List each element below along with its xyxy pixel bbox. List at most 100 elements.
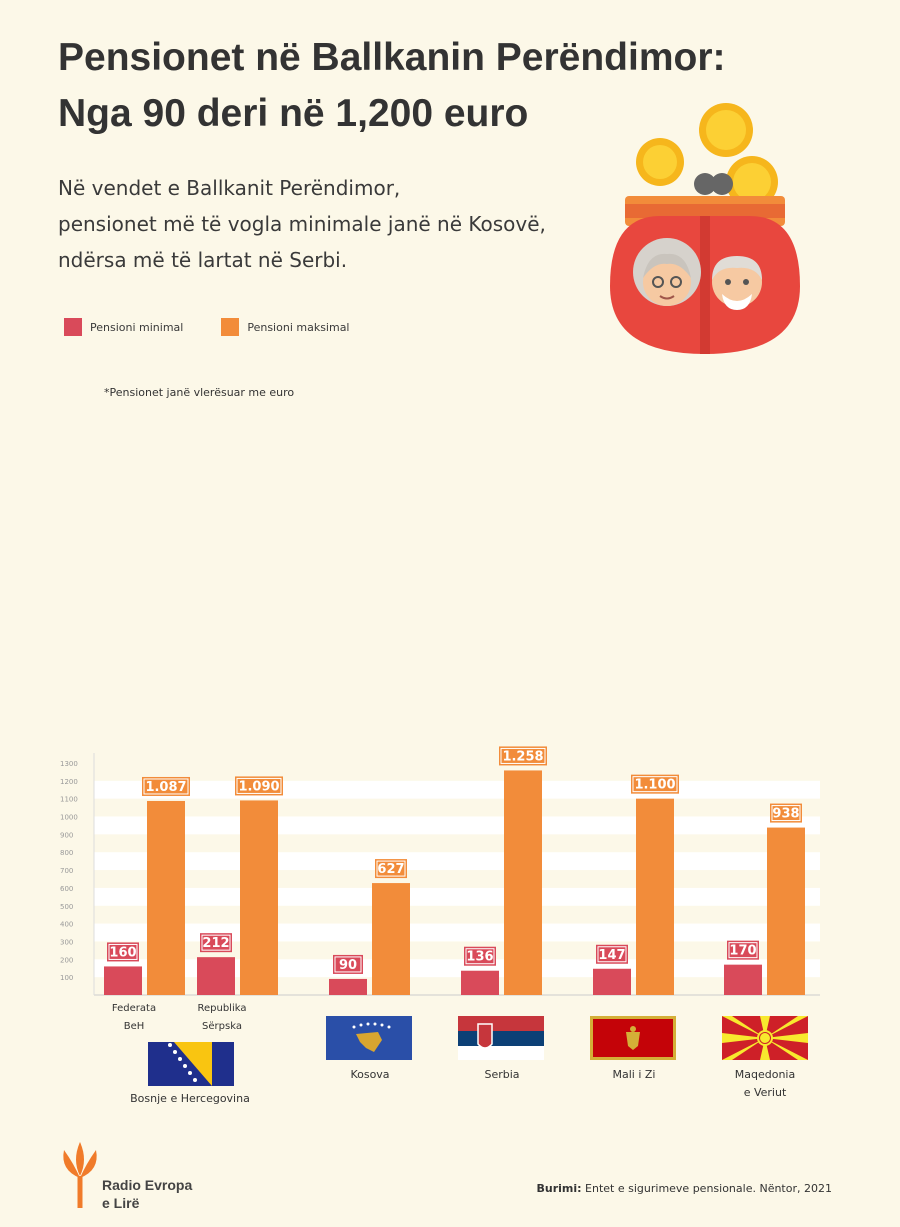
data-label-maksimal-0: 1.087	[145, 780, 186, 795]
data-label-bg-maksimal-2	[375, 859, 407, 879]
source-credit: Burimi: Entet e sigurimeve pensionale. N…	[537, 1182, 833, 1195]
bar-maksimal-2	[372, 883, 410, 995]
serbia-flag	[458, 1016, 544, 1060]
bar-maksimal-4	[636, 798, 674, 995]
y-tick-label-7: 800	[60, 849, 73, 857]
data-label-bg-minimal-1	[200, 933, 232, 953]
data-label-maksimal-4: 1.100	[634, 778, 675, 793]
bar-maksimal-3	[504, 770, 542, 995]
group-label-maqedonia-line1: Maqedonia	[734, 1068, 796, 1081]
group-label-bosnia: Bosnje e Hercegovina	[130, 1092, 250, 1105]
title-line-1: Pensionet në Ballkanin Perëndimor:	[58, 36, 726, 79]
logo-text-line1: Radio Evropa	[102, 1177, 193, 1193]
sub-label-federata-line1: Federata	[111, 1003, 157, 1014]
y-tick-label-3: 400	[60, 921, 73, 929]
group-label-maqedonia-line2: e Veriut	[743, 1086, 787, 1099]
y-tick-label-1: 200	[60, 956, 73, 964]
wallet-icon	[610, 103, 800, 354]
bar-maksimal-5	[767, 827, 805, 995]
sub-label-republika-line1: Republika	[197, 1003, 247, 1014]
bar-minimal-1	[197, 957, 235, 995]
grid-band	[94, 816, 820, 835]
legend-label-minimal: Pensioni minimal	[90, 320, 184, 334]
title-line-2: Nga 90 deri në 1,200 euro	[58, 92, 529, 135]
data-label-bg-maksimal-1	[235, 776, 283, 796]
data-label-minimal-0: 160	[109, 945, 136, 960]
grid-band	[94, 852, 820, 871]
data-label-bg-minimal-0	[107, 942, 139, 962]
kosovo-flag	[326, 1016, 412, 1060]
subtitle-line-2: pensionet më të vogla minimale janë në K…	[58, 212, 546, 236]
data-label-border-minimal-4	[597, 946, 627, 963]
data-label-border-minimal-2	[334, 956, 362, 973]
bosnia-flag	[148, 1042, 234, 1086]
subtitle-line-3: ndërsa më të lartat në Serbi.	[58, 248, 348, 272]
data-label-bg-maksimal-3	[499, 746, 547, 766]
rfe-logo-icon	[63, 1142, 97, 1208]
data-label-border-minimal-5	[728, 942, 758, 959]
data-label-bg-minimal-4	[596, 944, 628, 964]
data-label-minimal-1: 212	[202, 936, 229, 951]
data-label-minimal-5: 170	[729, 944, 756, 959]
chart-note: *Pensionet janë vlerësuar me euro	[104, 386, 295, 399]
group-label-serbia: Serbia	[484, 1068, 520, 1081]
y-tick-label-8: 900	[60, 831, 73, 839]
data-label-border-maksimal-4	[632, 776, 678, 793]
sub-label-federata: Federata BeH	[104, 1000, 164, 1036]
legend-label-maksimal: Pensioni maksimal	[247, 320, 350, 334]
data-label-border-maksimal-2	[376, 860, 406, 877]
y-tick-label-5: 600	[60, 885, 73, 893]
data-label-bg-maksimal-4	[631, 774, 679, 794]
chart-legend: Pensioni minimal Pensioni maksimal	[64, 316, 388, 338]
y-tick-label-0: 100	[60, 974, 73, 982]
bar-minimal-2	[329, 978, 367, 995]
north-macedonia-flag	[722, 1016, 808, 1060]
montenegro-flag	[590, 1016, 676, 1060]
data-label-maksimal-3: 1.258	[502, 749, 543, 764]
data-label-maksimal-5: 938	[772, 807, 799, 822]
group-label-mali: Mali i Zi	[612, 1068, 656, 1081]
logo-text-line2: e Lirë	[102, 1195, 140, 1211]
y-tick-label-4: 500	[60, 903, 73, 911]
sub-label-republika-line2: Sërpska	[202, 1021, 242, 1032]
y-tick-label-12: 1300	[60, 760, 78, 768]
data-label-bg-minimal-3	[464, 946, 496, 966]
y-tick-label-11: 1200	[60, 778, 78, 786]
data-label-border-maksimal-3	[500, 747, 546, 764]
data-label-bg-maksimal-0	[142, 776, 190, 796]
bar-maksimal-0	[147, 800, 185, 995]
data-label-border-minimal-1	[201, 934, 231, 951]
source-text: Entet e sigurimeve pensionale. Nëntor, 2…	[581, 1182, 832, 1195]
rfe-logo: Radio Evropa e Lirë	[60, 1140, 240, 1211]
legend-swatch-maksimal	[221, 318, 240, 336]
data-label-minimal-2: 90	[339, 958, 357, 973]
sub-label-federata-line2: BeH	[123, 1021, 145, 1032]
data-label-border-minimal-3	[465, 948, 495, 965]
bar-minimal-4	[593, 968, 631, 995]
bar-minimal-5	[724, 964, 762, 995]
page-title: Pensionet në Ballkanin Perëndimor: Nga 9…	[58, 30, 858, 142]
elderly-couple-icon	[633, 238, 762, 310]
page-subtitle: Në vendet e Ballkanit Perëndimor, pensio…	[58, 170, 628, 278]
grid-band	[94, 887, 820, 906]
grid-band	[94, 780, 820, 799]
data-label-minimal-4: 147	[598, 948, 625, 963]
group-label-kosova: Kosova	[350, 1068, 390, 1081]
coin-icon	[636, 103, 778, 208]
data-label-border-maksimal-0	[143, 778, 189, 795]
source-label: Burimi:	[536, 1182, 582, 1195]
y-tick-label-10: 1100	[60, 796, 78, 804]
data-label-maksimal-2: 627	[377, 862, 404, 877]
y-tick-label-9: 1000	[60, 814, 78, 822]
data-label-minimal-3: 136	[466, 950, 493, 965]
sub-label-republika: Republika Sërpska	[192, 1000, 252, 1036]
legend-swatch-minimal	[64, 318, 82, 336]
y-tick-label-6: 700	[60, 867, 73, 875]
data-label-border-maksimal-1	[236, 777, 282, 794]
data-label-border-minimal-0	[108, 943, 138, 960]
legend-item-minimal: Pensioni minimal	[64, 318, 183, 336]
data-label-bg-minimal-2	[333, 954, 363, 974]
data-label-bg-minimal-5	[727, 940, 759, 960]
bar-minimal-3	[461, 970, 499, 995]
